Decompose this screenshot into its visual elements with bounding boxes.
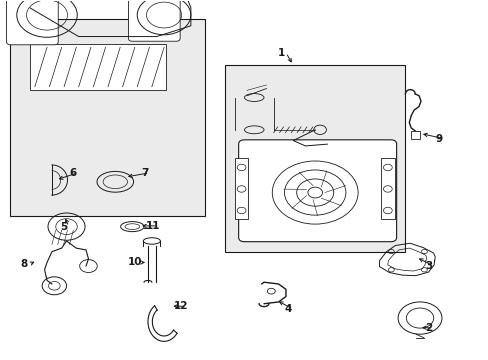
FancyBboxPatch shape (6, 0, 58, 45)
Text: 1: 1 (277, 48, 284, 58)
FancyBboxPatch shape (238, 140, 396, 242)
Text: 5: 5 (61, 222, 67, 231)
Text: 4: 4 (284, 304, 291, 314)
Bar (410, 131, 419, 139)
Text: 11: 11 (145, 221, 160, 231)
Text: 7: 7 (141, 168, 148, 178)
Text: 12: 12 (174, 301, 188, 311)
Bar (234, 158, 248, 220)
Text: 10: 10 (127, 257, 142, 267)
Bar (10, 19, 205, 216)
Text: 8: 8 (20, 259, 28, 269)
FancyBboxPatch shape (128, 0, 180, 41)
Bar (380, 158, 394, 220)
Text: 2: 2 (425, 323, 431, 333)
Bar (224, 65, 405, 252)
Text: 9: 9 (435, 134, 442, 144)
Text: 6: 6 (69, 168, 76, 178)
Bar (30, 44, 166, 90)
Text: 3: 3 (425, 261, 431, 271)
